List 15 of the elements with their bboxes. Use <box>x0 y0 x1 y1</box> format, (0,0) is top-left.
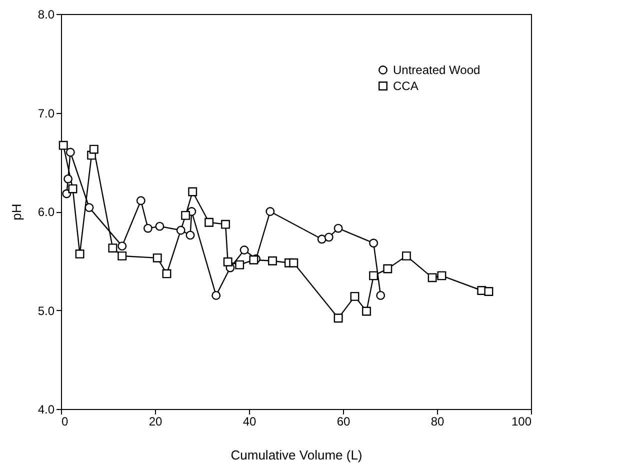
x-tick-label: 20 <box>148 414 162 428</box>
x-axis-title: Cumulative Volume (L) <box>230 448 362 462</box>
x-tick-label: 80 <box>430 414 444 428</box>
x-tick-label: 100 <box>511 414 532 428</box>
y-tick-label: 7.0 <box>38 106 55 120</box>
y-tick-label: 6.0 <box>38 205 55 219</box>
y-tick-label: 8.0 <box>38 8 55 22</box>
legend-label: CCA <box>393 79 418 93</box>
x-tick-label: 60 <box>336 414 350 428</box>
x-tick-label: 0 <box>62 414 68 428</box>
y-tick-label: 4.0 <box>38 402 55 416</box>
y-axis-title: pH <box>8 204 24 220</box>
legend-label: Untreated Wood <box>393 63 480 77</box>
y-tick-label: 5.0 <box>38 304 55 318</box>
x-tick-label: 40 <box>242 414 256 428</box>
